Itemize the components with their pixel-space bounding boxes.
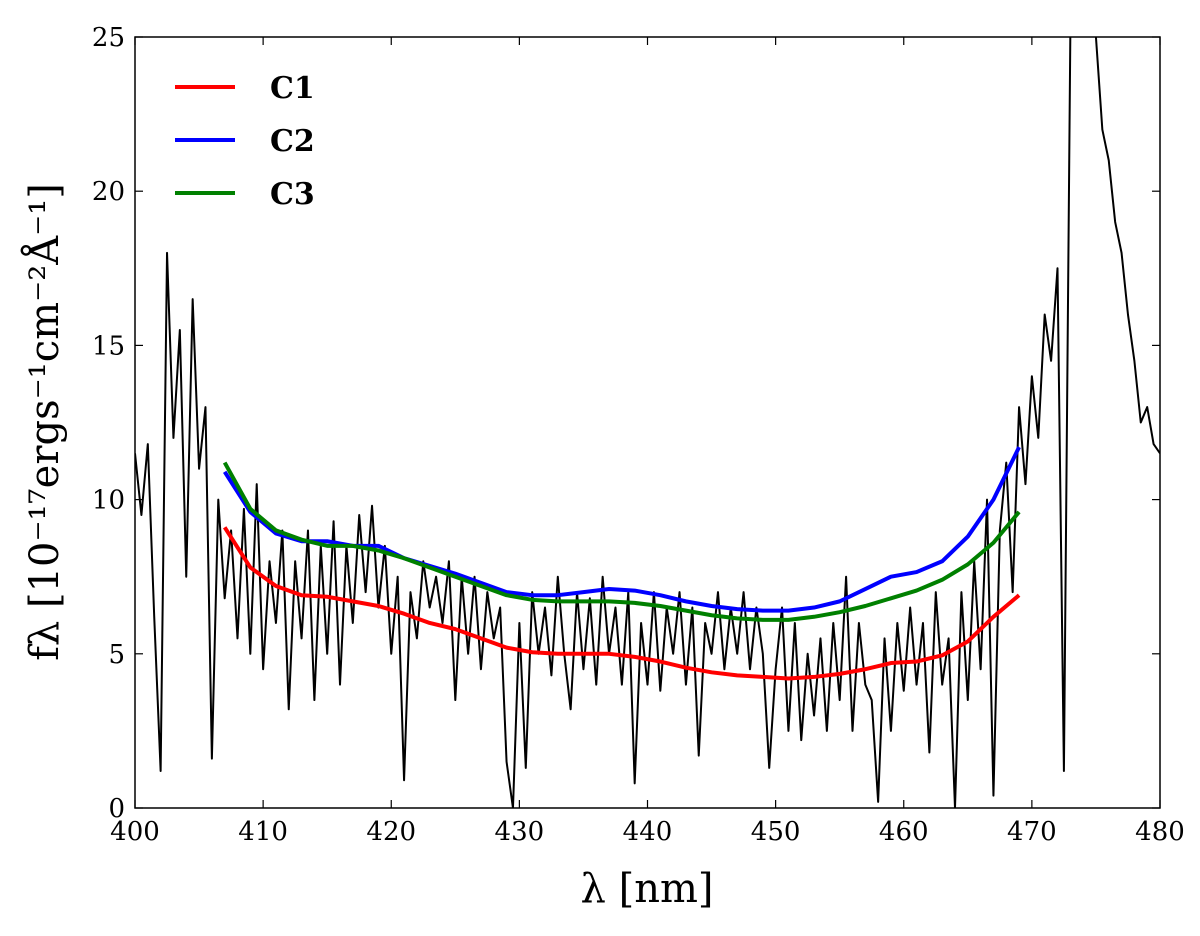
y-tick-label: 15 — [92, 331, 125, 361]
x-tick-label: 480 — [1135, 817, 1185, 847]
legend-label: C1 — [270, 71, 315, 106]
x-tick-label: 410 — [238, 817, 288, 847]
y-tick-label: 25 — [92, 23, 125, 53]
x-tick-label: 400 — [110, 817, 160, 847]
fit-line — [222, 461, 1021, 622]
x-tick-label: 460 — [879, 817, 929, 847]
legend-label: C3 — [270, 177, 315, 212]
x-tick-label: 470 — [1007, 817, 1057, 847]
x-tick-label: 420 — [366, 817, 416, 847]
y-axis-label: fλ [10⁻¹⁷ergs⁻¹cm⁻²Å⁻¹] — [21, 183, 68, 661]
y-tick-label: 10 — [92, 486, 125, 516]
x-tick-label: 450 — [751, 817, 801, 847]
x-tick-label: 440 — [623, 817, 673, 847]
y-tick-label: 5 — [108, 640, 125, 670]
plot-lines — [135, 37, 1160, 808]
x-axis-label: λ [nm] — [581, 866, 714, 912]
x-tick-label: 430 — [495, 817, 545, 847]
spectrum-line — [135, 37, 1160, 808]
y-tick-label: 20 — [92, 177, 125, 207]
y-tick-label: 0 — [108, 794, 125, 824]
fit-line — [223, 526, 1021, 681]
legend-label: C2 — [270, 124, 315, 159]
